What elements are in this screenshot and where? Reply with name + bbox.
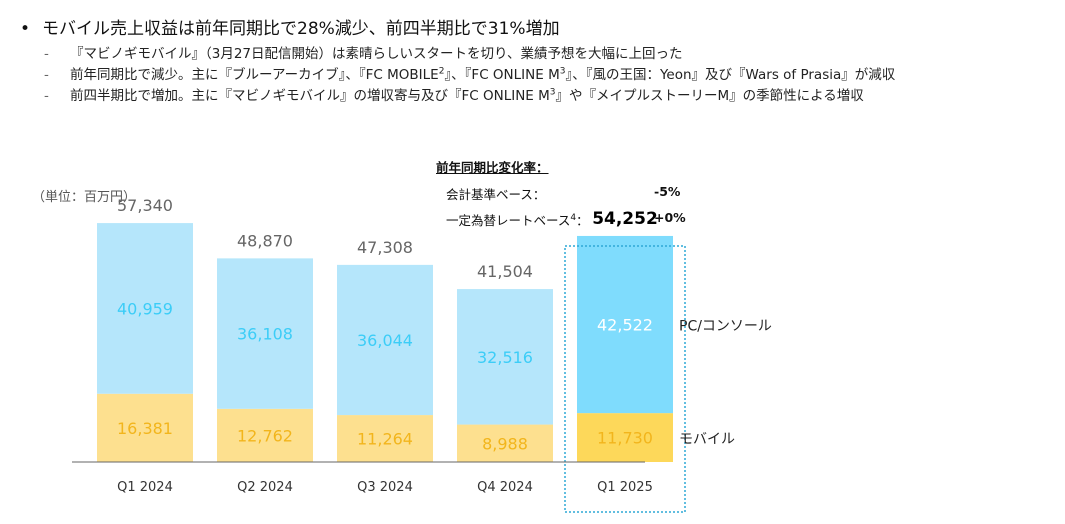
sub-bullet-1: - 『マビノギモバイル』（3月27日配信開始）は素晴らしいスタートを切り、業績予想… xyxy=(44,44,895,65)
data-label-pc-console: 40,959 xyxy=(117,299,173,318)
x-tick-label: Q1 2025 xyxy=(597,480,653,495)
bar-mobile xyxy=(217,408,313,462)
data-label-mobile: 16,381 xyxy=(117,419,173,438)
data-label-pc-console: 42,522 xyxy=(597,316,653,335)
sub-text: 』、『FC ONLINE M xyxy=(444,67,560,83)
sub-dash: - xyxy=(44,88,49,104)
yoy-label-text: 一定為替レートベース xyxy=(446,213,571,228)
headline: • モバイル売上収益は前年同期比で28%減少、前四半期比で31%増加 xyxy=(20,14,560,39)
yoy-row-constant-fx: 一定為替レートベース4： +0% xyxy=(436,210,686,236)
yoy-value: -5% xyxy=(654,184,681,199)
highlight-box xyxy=(564,245,686,513)
data-label-pc-console: 36,108 xyxy=(237,325,293,344)
bar-pc-console xyxy=(97,223,193,394)
headline-text: モバイル売上収益は前年同期比で28%減少、前四半期比で31%増加 xyxy=(42,19,560,39)
data-label-mobile: 12,762 xyxy=(237,426,293,445)
sub-bullet-2: - 前年同期比で減少。主に『ブルーアーカイブ』、『FC MOBILE2』、『FC … xyxy=(44,65,895,86)
footnote-ref: 2 xyxy=(438,66,445,77)
legend-label-mobile: モバイル xyxy=(679,432,735,448)
yoy-label-colon: ： xyxy=(576,213,589,228)
yoy-label: 会計基準ベース： xyxy=(446,187,546,202)
legend-label-pc-console: PC/コンソール xyxy=(679,319,772,335)
footnote-ref: 3 xyxy=(559,66,566,77)
data-label-mobile: 11,730 xyxy=(597,429,653,448)
sub-dash: - xyxy=(44,67,49,83)
sub-text: 』、『風の王国：Yeon』及び『Wars of Prasia』が減収 xyxy=(565,67,896,83)
sub-bullets: - 『マビノギモバイル』（3月27日配信開始）は素晴らしいスタートを切り、業績予想… xyxy=(44,44,895,107)
unit-label: （単位：百万円） xyxy=(32,190,137,205)
data-label-mobile: 11,264 xyxy=(357,430,413,449)
data-label-mobile: 8,988 xyxy=(482,434,528,453)
footnote-ref: 3 xyxy=(549,87,556,98)
bar-mobile xyxy=(577,413,673,462)
bar-pc-console xyxy=(457,289,553,425)
sub-text: 前四半期比で増加。主に『マビノギモバイル』の増収寄与及び『FC ONLINE M xyxy=(70,88,550,104)
sub-text: 『マビノギモバイル』（3月27日配信開始）は素晴らしいスタートを切り、業績予想を… xyxy=(70,46,683,62)
sub-bullet-3: - 前四半期比で増加。主に『マビノギモバイル』の増収寄与及び『FC ONLINE … xyxy=(44,86,895,107)
x-tick-label: Q3 2024 xyxy=(357,480,413,495)
bar-mobile xyxy=(457,424,553,462)
data-label-total: 54,252 xyxy=(592,209,658,229)
data-label-total: 48,870 xyxy=(237,231,293,250)
data-label-pc-console: 32,516 xyxy=(477,348,533,367)
data-label-pc-console: 36,044 xyxy=(357,331,413,350)
yoy-title: 前年同期比変化率： xyxy=(436,160,549,175)
bar-pc-console xyxy=(577,235,673,414)
yoy-row-accounting: 会計基準ベース： -5% xyxy=(436,184,680,210)
sub-text: 』や『メイプルストーリーM』の季節性による増収 xyxy=(555,88,864,104)
sub-text: 前年同期比で減少。主に『ブルーアーカイブ』、『FC MOBILE xyxy=(70,67,439,83)
data-label-total: 41,504 xyxy=(477,262,533,281)
footnote-ref: 4 xyxy=(570,212,577,223)
x-tick-label: Q4 2024 xyxy=(477,480,533,495)
data-label-total: 57,340 xyxy=(117,196,173,215)
yoy-change-box: 前年同期比変化率： 会計基準ベース： -5% 一定為替レートベース4： +0% xyxy=(436,157,686,236)
x-tick-label: Q2 2024 xyxy=(237,480,293,495)
yoy-label: 一定為替レートベース4： xyxy=(446,210,589,229)
bar-pc-console xyxy=(217,258,313,409)
headline-bullet: • xyxy=(20,19,31,39)
sub-dash: - xyxy=(44,46,49,62)
yoy-value: +0% xyxy=(654,210,686,225)
bar-mobile xyxy=(97,393,193,462)
data-label-total: 47,308 xyxy=(357,238,413,257)
bar-pc-console xyxy=(337,264,433,416)
x-tick-label: Q1 2024 xyxy=(117,480,173,495)
bar-mobile xyxy=(337,415,433,462)
